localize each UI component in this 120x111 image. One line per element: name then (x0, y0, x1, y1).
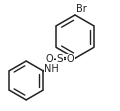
Text: O: O (46, 54, 53, 64)
Text: NH: NH (44, 64, 59, 74)
Text: Br: Br (76, 4, 86, 14)
Text: S: S (57, 54, 63, 64)
Text: O: O (67, 54, 74, 64)
